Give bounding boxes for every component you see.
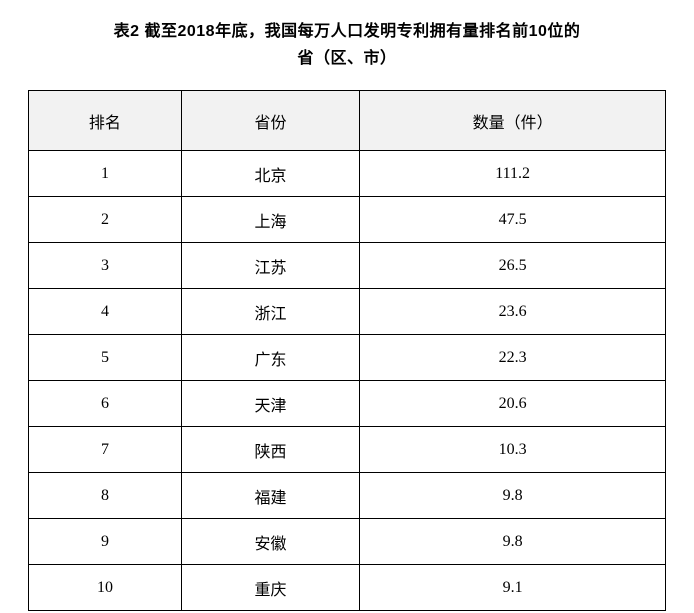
cell-province: 安徽 [181, 519, 359, 565]
table-row: 3江苏26.5 [29, 243, 666, 289]
table-row: 1北京111.2 [29, 151, 666, 197]
cell-province: 天津 [181, 381, 359, 427]
cell-quantity: 111.2 [360, 151, 666, 197]
table-row: 4浙江23.6 [29, 289, 666, 335]
cell-quantity: 22.3 [360, 335, 666, 381]
cell-province: 浙江 [181, 289, 359, 335]
table-row: 8福建9.8 [29, 473, 666, 519]
patent-ranking-table: 排名 省份 数量（件） 1北京111.22上海47.53江苏26.54浙江23.… [28, 90, 666, 611]
table-row: 2上海47.5 [29, 197, 666, 243]
cell-quantity: 20.6 [360, 381, 666, 427]
cell-rank: 2 [29, 197, 182, 243]
cell-rank: 4 [29, 289, 182, 335]
col-header-quantity: 数量（件） [360, 91, 666, 151]
table-row: 5广东22.3 [29, 335, 666, 381]
cell-rank: 7 [29, 427, 182, 473]
cell-province: 上海 [181, 197, 359, 243]
title-line-1: 表2 截至2018年底，我国每万人口发明专利拥有量排名前10位的 [28, 18, 666, 45]
table-row: 10重庆9.1 [29, 565, 666, 611]
cell-province: 重庆 [181, 565, 359, 611]
cell-quantity: 9.8 [360, 473, 666, 519]
table-header: 排名 省份 数量（件） [29, 91, 666, 151]
cell-rank: 3 [29, 243, 182, 289]
table-header-row: 排名 省份 数量（件） [29, 91, 666, 151]
table-title: 表2 截至2018年底，我国每万人口发明专利拥有量排名前10位的 省（区、市） [28, 18, 666, 72]
cell-province: 北京 [181, 151, 359, 197]
cell-province: 福建 [181, 473, 359, 519]
cell-province: 陕西 [181, 427, 359, 473]
table-row: 6天津20.6 [29, 381, 666, 427]
cell-quantity: 10.3 [360, 427, 666, 473]
cell-rank: 1 [29, 151, 182, 197]
cell-rank: 8 [29, 473, 182, 519]
cell-quantity: 9.1 [360, 565, 666, 611]
table-row: 9安徽9.8 [29, 519, 666, 565]
cell-rank: 10 [29, 565, 182, 611]
cell-rank: 5 [29, 335, 182, 381]
title-line-2: 省（区、市） [28, 45, 666, 72]
table-row: 7陕西10.3 [29, 427, 666, 473]
cell-quantity: 26.5 [360, 243, 666, 289]
cell-province: 江苏 [181, 243, 359, 289]
cell-rank: 9 [29, 519, 182, 565]
cell-quantity: 23.6 [360, 289, 666, 335]
cell-rank: 6 [29, 381, 182, 427]
cell-quantity: 9.8 [360, 519, 666, 565]
cell-quantity: 47.5 [360, 197, 666, 243]
col-header-rank: 排名 [29, 91, 182, 151]
table-body: 1北京111.22上海47.53江苏26.54浙江23.65广东22.36天津2… [29, 151, 666, 611]
col-header-province: 省份 [181, 91, 359, 151]
cell-province: 广东 [181, 335, 359, 381]
